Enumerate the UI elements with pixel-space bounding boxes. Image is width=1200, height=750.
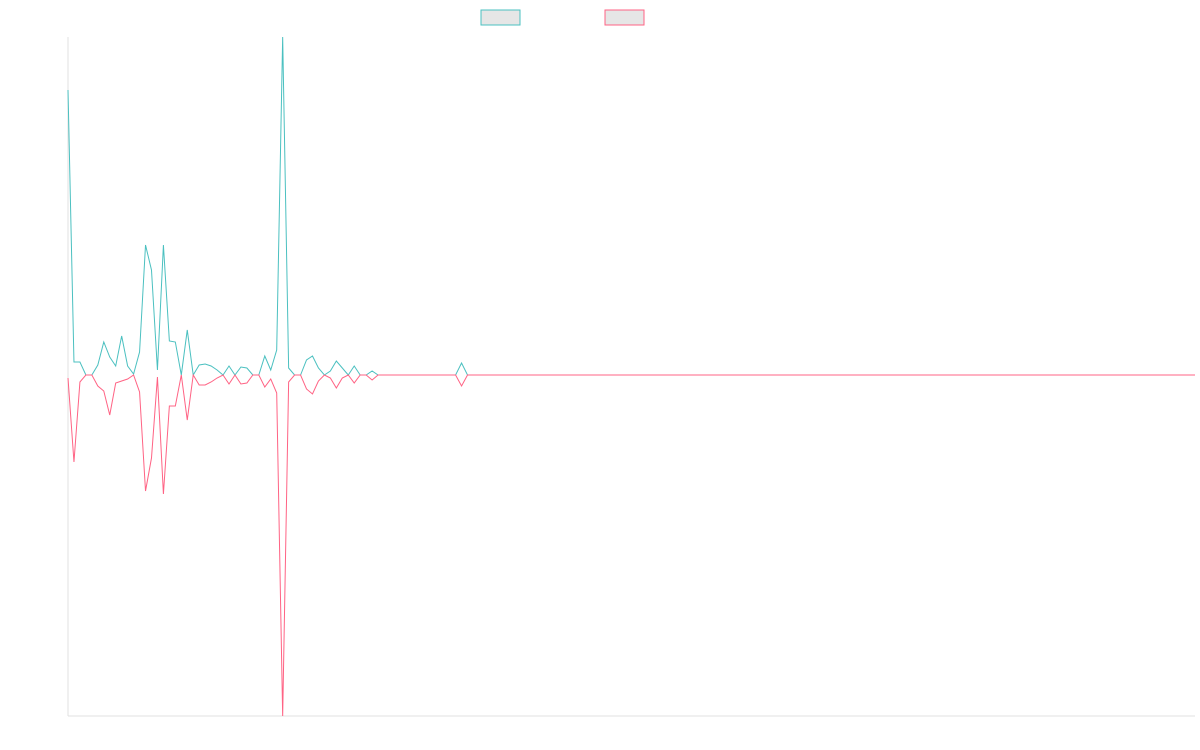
data-line [67,36,1195,377]
legend-swatch [480,9,521,26]
legend-swatch [604,9,645,26]
data-line [67,373,1195,717]
